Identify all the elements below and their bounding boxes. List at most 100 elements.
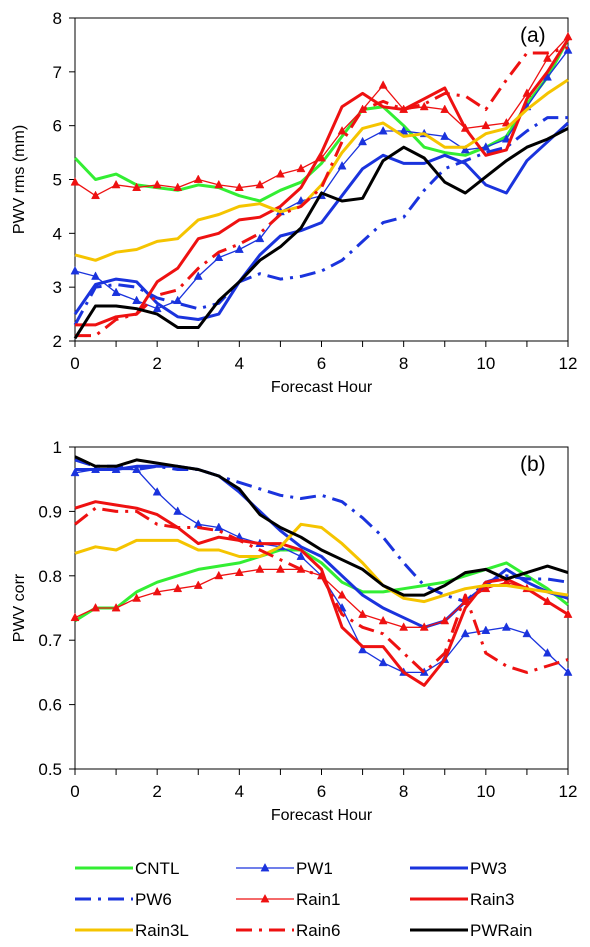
y-axis-label: PWV corr — [11, 573, 28, 642]
series-pw3 — [75, 464, 569, 629]
legend: CNTL PW1 PW3 PW6 Rain1 Rain3 Rain3L Rain6 PWRain — [75, 859, 532, 940]
data-point — [214, 179, 224, 189]
legend-item-rain3: Rain3 — [410, 890, 514, 909]
plot-frame — [74, 446, 569, 770]
data-point — [419, 101, 429, 111]
data-point — [132, 295, 142, 305]
data-point — [234, 182, 244, 191]
series-line — [74, 500, 569, 687]
legend-marker — [260, 893, 270, 903]
data-point — [481, 583, 491, 593]
data-point — [378, 615, 388, 625]
data-point — [378, 126, 388, 135]
data-point — [234, 567, 244, 576]
data-point — [91, 190, 101, 200]
series-pwrain — [74, 455, 569, 597]
legend-item-pw3: PW3 — [410, 859, 507, 878]
data-point — [173, 182, 183, 191]
legend-item-pw1: PW1 — [236, 859, 333, 878]
data-point — [152, 586, 162, 596]
data-point — [296, 551, 306, 560]
data-point — [111, 602, 121, 612]
data-point — [358, 644, 368, 654]
series-pw1 — [70, 45, 573, 313]
data-point — [91, 602, 101, 612]
data-point — [419, 622, 429, 631]
series-line — [73, 38, 570, 203]
data-point — [132, 593, 142, 602]
data-point — [70, 467, 80, 477]
data-point — [132, 464, 142, 473]
y-tick-label: 4 — [53, 224, 62, 243]
data-point — [460, 628, 470, 638]
legend-label: PW1 — [296, 859, 333, 878]
y-tick-label: 0.5 — [38, 760, 62, 779]
data-point — [337, 126, 347, 135]
data-point — [296, 163, 306, 173]
data-point — [337, 161, 347, 170]
x-tick-label: 4 — [235, 782, 244, 801]
data-point — [152, 487, 162, 496]
legend-item-rain1: Rain1 — [236, 890, 340, 909]
legend-label: PW6 — [135, 890, 172, 909]
legend-label: PW3 — [470, 859, 507, 878]
data-point — [214, 252, 224, 261]
data-point — [152, 179, 162, 189]
y-tick-label: 0.9 — [38, 502, 62, 521]
y-tick-label: 8 — [53, 9, 62, 28]
data-point — [173, 506, 183, 515]
series-rain1 — [70, 31, 573, 200]
data-point — [255, 233, 265, 243]
legend-label: Rain1 — [296, 890, 340, 909]
x-axis-label: Forecast Hour — [271, 379, 373, 396]
y-tick-label: 7 — [53, 63, 62, 82]
x-axis-label: Forecast Hour — [271, 807, 373, 824]
data-point — [542, 53, 552, 62]
series-line — [73, 121, 570, 321]
series-rain3 — [74, 500, 569, 687]
data-point — [358, 136, 368, 146]
y-axis-label: PWV rms (mm) — [11, 125, 28, 234]
series-line — [75, 464, 569, 629]
x-tick-label: 10 — [476, 782, 495, 801]
data-point — [173, 295, 183, 305]
data-point — [193, 271, 203, 280]
y-tick-label: 0.6 — [38, 696, 62, 715]
data-point — [440, 104, 450, 113]
x-tick-label: 8 — [399, 782, 408, 801]
series-line — [73, 116, 568, 326]
series-line — [74, 522, 569, 604]
data-point — [275, 169, 285, 178]
x-tick-label: 10 — [476, 354, 495, 373]
legend-item-rain3l: Rain3L — [75, 921, 189, 940]
legend-label: Rain3L — [135, 921, 189, 940]
legend-item-pwrain: PWRain — [410, 921, 532, 940]
data-point — [193, 580, 203, 589]
data-point — [173, 583, 183, 593]
y-tick-label: 1 — [53, 438, 62, 457]
x-tick-label: 4 — [235, 354, 244, 373]
data-point — [70, 177, 80, 186]
data-point — [193, 174, 203, 183]
data-point — [460, 144, 470, 154]
legend-marker — [260, 862, 270, 872]
series-line — [74, 49, 569, 310]
series-line — [73, 127, 569, 340]
y-tick-label: 5 — [53, 171, 62, 190]
x-tick-label: 12 — [559, 782, 578, 801]
legend-label: Rain3 — [470, 890, 514, 909]
series-rain6 — [74, 506, 569, 674]
series-line — [74, 455, 569, 597]
y-tick-label: 6 — [53, 117, 62, 136]
data-point — [234, 244, 244, 253]
data-point — [214, 522, 224, 531]
data-point — [152, 303, 162, 313]
x-tick-label: 6 — [317, 354, 326, 373]
data-point — [501, 117, 511, 127]
y-tick-label: 2 — [53, 332, 62, 351]
data-point — [91, 271, 101, 280]
data-point — [378, 80, 388, 89]
series-pw3 — [73, 121, 570, 321]
